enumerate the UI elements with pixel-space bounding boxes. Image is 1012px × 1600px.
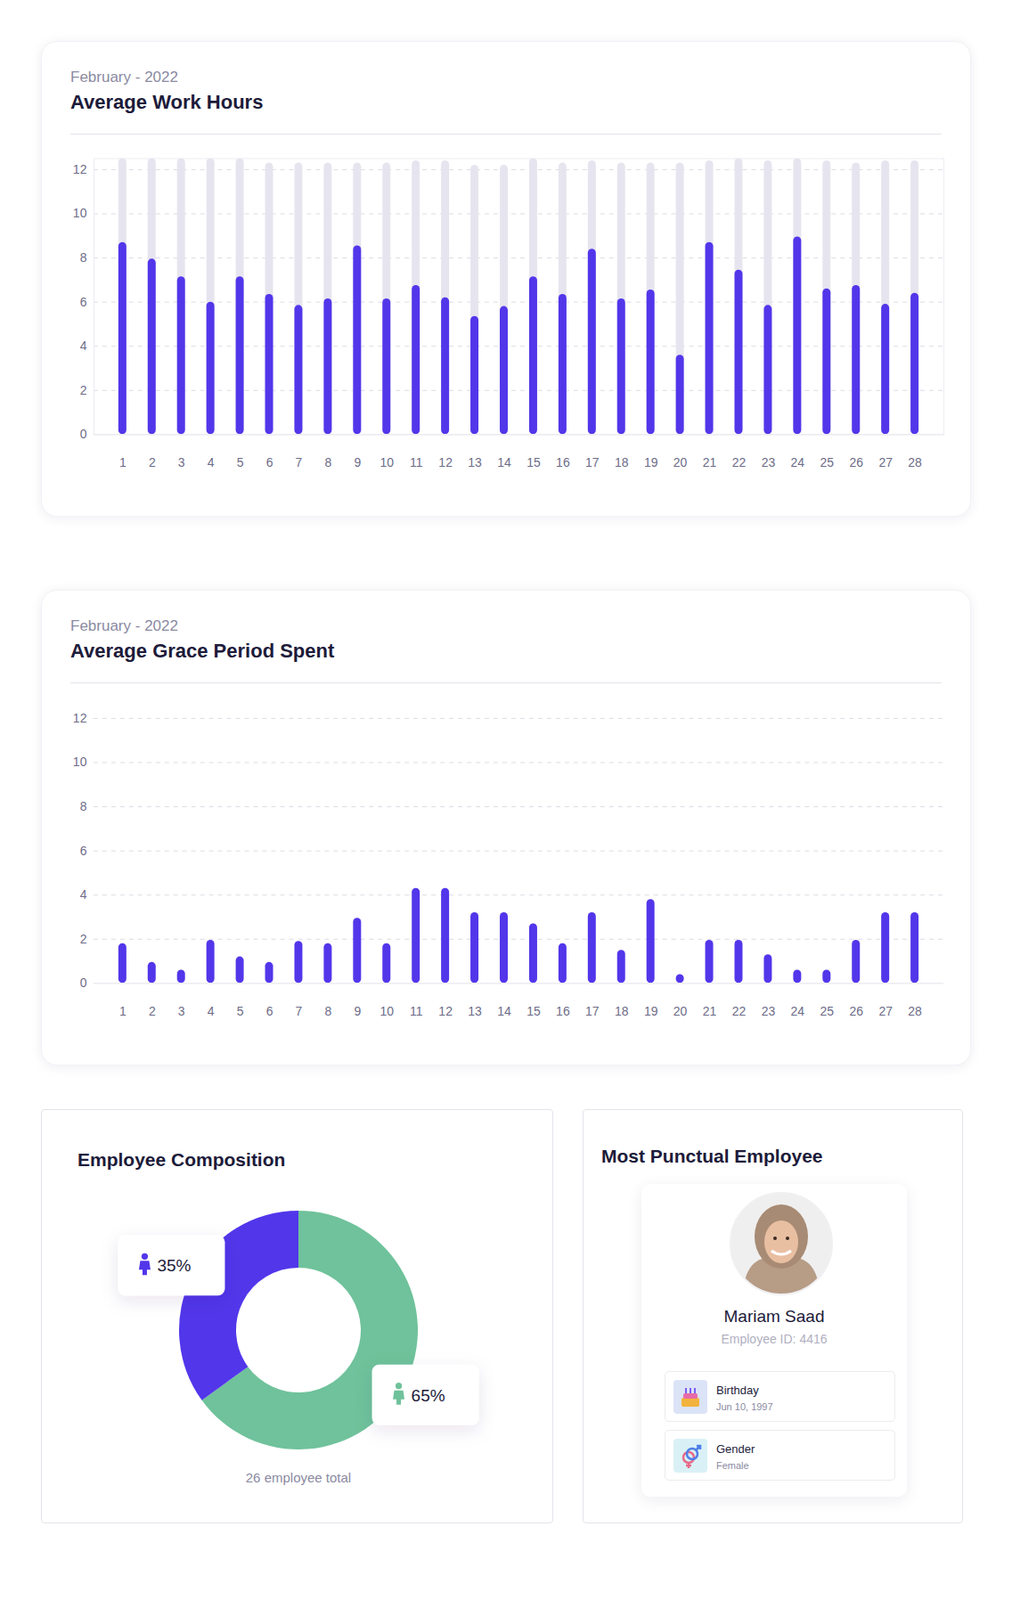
svg-text:12: 12 — [73, 162, 88, 177]
svg-text:26 employee total: 26 employee total — [245, 1469, 351, 1486]
svg-text:4: 4 — [207, 1003, 215, 1019]
svg-text:27: 27 — [878, 455, 893, 470]
svg-text:21: 21 — [702, 1003, 718, 1019]
svg-text:9: 9 — [353, 455, 361, 470]
svg-text:9: 9 — [353, 1003, 361, 1019]
svg-text:13: 13 — [467, 1003, 482, 1019]
svg-text:10: 10 — [73, 754, 88, 769]
svg-text:14: 14 — [497, 455, 512, 470]
svg-text:23: 23 — [761, 455, 776, 470]
html-text:Female: Female — [716, 1460, 749, 1471]
html-text:Average Grace Period Spent: Average Grace Period Spent — [70, 639, 335, 662]
html-text:Average Work Hours: Average Work Hours — [70, 90, 264, 114]
svg-text:25: 25 — [820, 1003, 835, 1019]
svg-text:21: 21 — [702, 455, 718, 470]
svg-text:0: 0 — [80, 975, 88, 990]
svg-text:8: 8 — [324, 455, 332, 470]
svg-text:4: 4 — [207, 455, 215, 470]
html-text:February - 2022: February - 2022 — [70, 617, 179, 635]
svg-text:24: 24 — [791, 1003, 806, 1019]
svg-text:5: 5 — [236, 1003, 245, 1019]
svg-text:4: 4 — [80, 338, 88, 353]
svg-text:15: 15 — [526, 1003, 541, 1019]
svg-text:28: 28 — [907, 455, 923, 470]
svg-text:20: 20 — [673, 1003, 688, 1019]
svg-text:10: 10 — [73, 205, 88, 221]
svg-text:2: 2 — [148, 1003, 156, 1019]
svg-text:16: 16 — [555, 455, 571, 470]
svg-text:28: 28 — [907, 1003, 923, 1019]
html-text:Mariam Saad: Mariam Saad — [723, 1306, 825, 1326]
svg-text:7: 7 — [295, 1003, 303, 1019]
svg-text:18: 18 — [614, 455, 629, 470]
html-text:Birthday: Birthday — [716, 1383, 759, 1397]
html-text:Jun 10, 1997: Jun 10, 1997 — [716, 1401, 773, 1412]
svg-text:17: 17 — [585, 455, 600, 470]
svg-text:7: 7 — [295, 455, 303, 470]
svg-text:23: 23 — [761, 1003, 776, 1019]
svg-text:6: 6 — [80, 843, 88, 858]
svg-text:2: 2 — [80, 383, 88, 398]
svg-text:0: 0 — [80, 426, 88, 441]
svg-text:26: 26 — [848, 455, 864, 470]
svg-text:6: 6 — [80, 294, 88, 310]
html-text:February - 2022: February - 2022 — [70, 68, 179, 86]
svg-text:27: 27 — [878, 1003, 893, 1019]
svg-text:15: 15 — [526, 455, 541, 470]
svg-text:8: 8 — [324, 1003, 332, 1019]
svg-text:65%: 65% — [411, 1386, 446, 1405]
html-text:Most Punctual Employee: Most Punctual Employee — [601, 1145, 823, 1167]
svg-text:24: 24 — [791, 455, 806, 470]
svg-text:19: 19 — [644, 455, 659, 470]
svg-text:14: 14 — [497, 1003, 512, 1019]
svg-text:26: 26 — [848, 1003, 864, 1019]
svg-text:3: 3 — [178, 1003, 186, 1019]
svg-text:22: 22 — [732, 455, 747, 470]
svg-text:13: 13 — [467, 455, 482, 470]
svg-text:12: 12 — [438, 1003, 453, 1019]
html-text:Gender: Gender — [716, 1442, 755, 1456]
svg-text:16: 16 — [555, 1003, 571, 1019]
svg-text:6: 6 — [266, 455, 274, 470]
svg-text:3: 3 — [178, 455, 186, 470]
svg-text:5: 5 — [236, 455, 245, 470]
svg-text:1: 1 — [119, 1003, 127, 1019]
svg-text:20: 20 — [673, 455, 688, 470]
svg-text:11: 11 — [409, 455, 424, 470]
svg-text:22: 22 — [732, 1003, 747, 1019]
svg-text:18: 18 — [614, 1003, 629, 1019]
svg-text:2: 2 — [148, 455, 156, 470]
svg-text:8: 8 — [80, 799, 88, 814]
svg-text:19: 19 — [644, 1003, 659, 1019]
html-text:Employee ID: 4416: Employee ID: 4416 — [721, 1331, 828, 1347]
svg-text:4: 4 — [80, 887, 88, 902]
svg-text:35%: 35% — [156, 1256, 191, 1275]
svg-text:2: 2 — [80, 931, 88, 947]
svg-text:6: 6 — [266, 1003, 274, 1019]
svg-text:11: 11 — [409, 1003, 424, 1019]
svg-text:8: 8 — [80, 250, 88, 265]
svg-text:12: 12 — [73, 710, 88, 726]
svg-text:12: 12 — [438, 455, 453, 470]
svg-text:10: 10 — [379, 455, 394, 470]
svg-text:17: 17 — [585, 1003, 600, 1019]
svg-text:25: 25 — [820, 455, 835, 470]
html-text:Employee Composition: Employee Composition — [77, 1149, 286, 1170]
svg-text:10: 10 — [379, 1003, 394, 1019]
svg-text:1: 1 — [119, 455, 127, 470]
